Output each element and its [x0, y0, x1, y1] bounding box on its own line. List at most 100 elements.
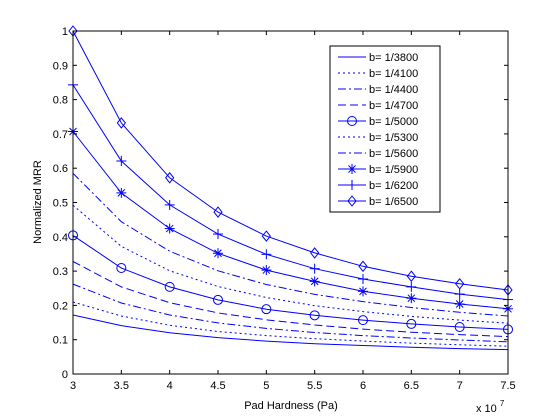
legend-label: b= 1/6500 — [369, 196, 418, 208]
series-line — [72, 84, 509, 301]
x-tick-label: 5 — [263, 380, 269, 392]
series-1 — [72, 301, 509, 347]
y-tick-label: 0.5 — [53, 198, 68, 210]
diamond-marker — [116, 117, 126, 129]
y-axis-label: Normalized MRR — [32, 160, 44, 244]
diamond-marker — [406, 270, 416, 283]
x-tick-label: 6 — [360, 380, 366, 392]
plus-marker — [213, 229, 223, 240]
plus-marker — [164, 199, 175, 210]
star-marker — [116, 187, 127, 198]
circle-marker — [213, 294, 223, 305]
y-tick-label: 0.7 — [53, 129, 68, 141]
series-6 — [72, 172, 509, 317]
series-2 — [72, 283, 509, 343]
circle-marker — [309, 310, 320, 321]
legend-label: b= 1/5000 — [369, 116, 418, 128]
series-line — [72, 301, 509, 347]
x-tick-label: 7.5 — [500, 380, 515, 392]
series-line — [72, 172, 509, 317]
circle-marker — [454, 322, 465, 333]
x-axis-label: Pad Hardness (Pa) — [244, 400, 338, 412]
legend-label: b= 1/6200 — [369, 180, 418, 192]
star-marker — [347, 164, 357, 174]
y-tick-label: 0.8 — [53, 95, 68, 107]
diamond-marker — [310, 247, 320, 259]
series-7 — [68, 126, 513, 314]
diamond-marker — [347, 195, 357, 207]
series-9 — [68, 25, 513, 296]
diamond-marker — [261, 230, 271, 242]
legend-entry: b= 1/4100 — [338, 68, 418, 80]
plus-marker — [116, 155, 127, 166]
y-tick-label: 0.3 — [53, 266, 68, 278]
star-marker — [454, 299, 465, 310]
y-axis-ticks: 0 0.1 0.2 0.3 0.4 0.5 0.6 0.7 0.8 0.9 1 — [53, 26, 508, 381]
series-0 — [72, 314, 509, 351]
x-tick-label: 4 — [167, 380, 173, 392]
series-line — [72, 204, 509, 324]
x-tick-label: 3.5 — [114, 380, 129, 392]
series-4 — [68, 230, 513, 335]
legend-entry: b= 1/5900 — [338, 164, 418, 176]
circle-marker — [164, 281, 175, 292]
legend: b= 1/3800 b= 1/4100 b= 1/4400 b= 1/4700 b= 1… — [329, 45, 441, 213]
x-axis-multiplier: x 10 7 — [476, 399, 505, 415]
diamond-marker — [213, 206, 223, 218]
circle-marker — [261, 304, 272, 315]
star-marker — [406, 293, 417, 304]
x-axis-ticks: 3 3.5 4 4.5 5 5.5 6 6.5 7 7.5 — [70, 31, 516, 392]
series-line — [72, 131, 509, 310]
legend-label: b= 1/5900 — [369, 164, 418, 176]
legend-entry: b= 1/5300 — [338, 132, 418, 144]
legend-entry: b= 1/6500 — [338, 195, 418, 208]
star-marker — [164, 223, 175, 234]
plus-marker — [347, 180, 357, 190]
series-layer — [68, 25, 513, 351]
legend-entry: b= 1/6200 — [338, 180, 418, 192]
star-marker — [261, 265, 272, 276]
legend-entry: b= 1/3800 — [338, 52, 418, 64]
series-line — [72, 261, 509, 338]
circle-marker — [116, 263, 127, 274]
legend-entry: b= 1/5600 — [338, 148, 418, 160]
series-line — [72, 234, 509, 330]
plus-marker — [454, 289, 465, 300]
plus-marker — [406, 281, 417, 292]
legend-entries: b= 1/3800 b= 1/4100 b= 1/4400 b= 1/4700 b= 1… — [338, 52, 418, 208]
legend-entry: b= 1/4400 — [338, 84, 418, 96]
legend-label: b= 1/5600 — [369, 148, 418, 160]
y-tick-label: 1 — [62, 26, 68, 38]
circle-marker — [406, 318, 417, 329]
plus-marker — [261, 249, 272, 260]
x-axis-multiplier-exponent: 7 — [500, 399, 505, 408]
x-tick-label: 5.5 — [307, 380, 322, 392]
x-tick-label: 4.5 — [210, 380, 225, 392]
legend-entry: b= 1/4700 — [338, 100, 418, 112]
circle-marker — [358, 315, 368, 326]
y-tick-label: 0.6 — [53, 163, 68, 175]
y-tick-label: 0.4 — [53, 232, 68, 244]
star-marker — [309, 276, 320, 287]
diamond-marker — [358, 260, 368, 273]
legend-entry: b= 1/5000 — [338, 116, 418, 128]
x-axis-multiplier-base: x 10 — [476, 403, 497, 415]
x-tick-label: 7 — [457, 380, 463, 392]
x-tick-label: 6.5 — [404, 380, 419, 392]
legend-label: b= 1/4700 — [369, 100, 418, 112]
circle-marker — [347, 116, 357, 126]
series-line — [72, 30, 509, 291]
y-tick-label: 0 — [62, 369, 68, 381]
series-5 — [72, 204, 509, 324]
plus-marker — [358, 273, 368, 284]
plot-area-frame — [72, 30, 509, 375]
legend-box — [329, 45, 441, 213]
legend-label: b= 1/3800 — [369, 52, 418, 64]
star-marker — [213, 248, 223, 259]
x-tick-label: 3 — [70, 380, 76, 392]
series-3 — [72, 261, 509, 338]
star-marker — [358, 286, 368, 297]
series-8 — [68, 79, 513, 305]
y-tick-label: 0.2 — [53, 300, 68, 312]
